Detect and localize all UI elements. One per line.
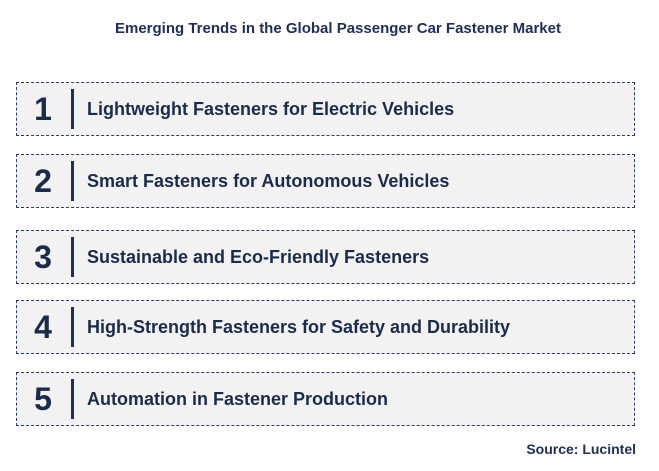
trend-box: 5 Automation in Fastener Production [16,372,635,426]
trend-label: Smart Fasteners for Autonomous Vehicles [87,171,450,191]
trend-number: 5 [34,381,52,417]
trend-label: Automation in Fastener Production [87,389,389,409]
trend-number: 2 [34,163,52,199]
divider [71,237,74,277]
trend-box: 1 Lightweight Fasteners for Electric Vehi… [16,82,635,136]
trend-number: 3 [34,239,52,275]
trend-box: 4 High-Strength Fasteners for Safety and … [16,300,635,354]
source: Source: Lucintel [526,441,636,457]
title: Emerging Trends in the Global Passenger … [115,20,561,37]
trend-label: Lightweight Fasteners for Electric Vehic… [87,99,455,119]
trend-number: 1 [34,91,52,127]
divider [71,161,74,201]
trend-label: High-Strength Fasteners for Safety and D… [87,317,511,337]
trend-box: 3 Sustainable and Eco-Friendly Fasteners [16,230,635,284]
trend-label: Sustainable and Eco-Friendly Fasteners [87,247,430,267]
divider [71,89,74,129]
trend-box: 2 Smart Fasteners for Autonomous Vehicles [16,154,635,208]
divider [71,379,74,419]
trend-number: 4 [34,309,52,345]
divider [71,307,74,347]
